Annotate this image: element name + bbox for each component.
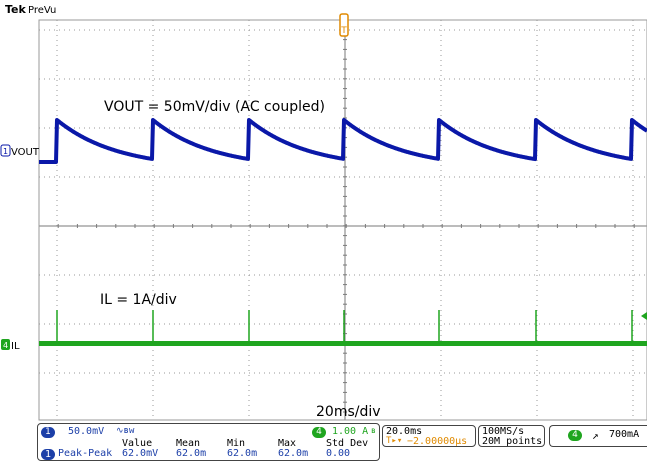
brand-logo: Tek: [5, 3, 27, 16]
vout-trace-label: VOUT: [11, 147, 40, 158]
trigger-readout[interactable]: 4 ↗ 700mA: [549, 425, 647, 447]
horizontal-readout[interactable]: 20.0ms T▸▾ −2.00000µs: [382, 425, 476, 447]
il-waveform: [39, 341, 647, 346]
graticule: [38, 19, 647, 421]
ch4-scale[interactable]: 1.00 A: [332, 426, 369, 437]
svg-text:T: T: [340, 26, 347, 36]
acquisition-readout[interactable]: 100MS/s 20M points: [478, 425, 545, 447]
ch1-badge[interactable]: 1: [41, 427, 55, 438]
horizontal-delay: −2.00000µs: [407, 436, 468, 447]
il-trace-label: IL: [11, 341, 20, 352]
rising-edge-icon: ↗: [592, 429, 599, 442]
trigger-position-marker[interactable]: T: [339, 13, 349, 37]
ch1-ground-marker[interactable]: 1: [0, 144, 11, 157]
graticule-border: [38, 19, 647, 421]
timebase-annotation: 20ms/div: [316, 404, 381, 420]
trigger-level: 700mA: [609, 429, 640, 440]
svg-text:4: 4: [3, 341, 8, 350]
vout-scale-annotation: VOUT = 50mV/div (AC coupled): [104, 99, 325, 115]
vout-waveform: [38, 118, 647, 164]
trigger-level-arrow[interactable]: [641, 312, 647, 320]
trigger-source-badge: 4: [568, 430, 582, 441]
ch4-badge[interactable]: 4: [312, 427, 326, 438]
trigger-position-icon: T▸▾: [386, 436, 403, 446]
bandwidth-limit-icon: ʙ: [371, 426, 376, 435]
horizontal-scale: 20.0ms: [386, 426, 423, 437]
acquisition-mode-label: PreVu: [28, 5, 56, 16]
svg-text:1: 1: [3, 147, 8, 156]
record-length: 20M points: [482, 436, 543, 447]
ch4-ground-marker[interactable]: 4: [1, 339, 10, 350]
bandwidth-limit-icon: ∿ʙᴡ: [116, 426, 135, 436]
sample-rate: 100MS/s: [482, 426, 525, 437]
il-scale-annotation: IL = 1A/div: [100, 292, 177, 308]
measurement-panel[interactable]: 1 50.0mV ∿ʙᴡ 4 1.00 A ʙ Value Mean Min M…: [37, 423, 380, 461]
ch1-scale[interactable]: 50.0mV: [68, 426, 105, 437]
